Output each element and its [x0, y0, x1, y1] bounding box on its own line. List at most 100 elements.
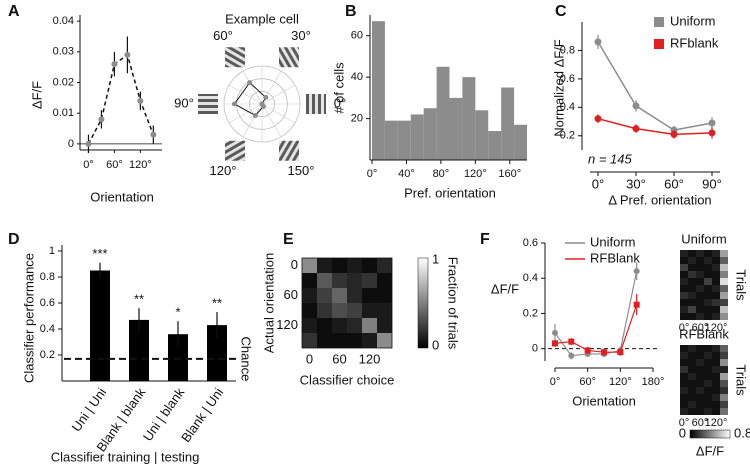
y-tick-label: 120 [276, 317, 298, 332]
y-tick-label: 0.6 [560, 73, 575, 85]
heatmap-cell [302, 303, 317, 318]
heatmap-cell [317, 273, 332, 288]
heatmap-cell [696, 306, 704, 313]
value-label: * [175, 305, 180, 320]
heatmap-cell [680, 313, 688, 320]
colorbar [689, 429, 731, 439]
heatmap-cell [704, 306, 712, 313]
data-point [633, 301, 640, 308]
x-axis-label: Pref. orientation [404, 185, 496, 200]
heatmap-cell [712, 257, 720, 264]
bar [207, 325, 227, 381]
heatmap-cell [720, 299, 728, 306]
heatmap-cell [377, 303, 392, 318]
y-axis-label: Normalized ΔF/F [551, 39, 566, 137]
heatmap-cell [712, 359, 720, 366]
polar-point [231, 101, 237, 107]
heatmap-cell [712, 373, 720, 380]
data-point [584, 347, 591, 354]
polar-point [263, 94, 269, 100]
heatmap-cell [720, 278, 728, 285]
series-line [597, 41, 713, 131]
heatmap-cell [696, 352, 704, 359]
y-tick-label: 0.2 [560, 130, 575, 142]
heatmap-cell [696, 359, 704, 366]
heatmap-cell [720, 313, 728, 320]
heatmap-cell [680, 387, 688, 394]
polar-spoke [261, 103, 296, 124]
heatmap-frame [301, 257, 393, 349]
bar [384, 120, 398, 160]
heatmap-cell [680, 345, 688, 352]
y-tick-label: 0.01 [53, 107, 74, 119]
bar [488, 131, 502, 160]
heatmap-cell [720, 373, 728, 380]
heatmap-cell [377, 273, 392, 288]
x-tick-label: 180° [642, 376, 665, 388]
data-point [568, 352, 575, 359]
heatmap-cell [696, 366, 704, 373]
data-point [632, 102, 640, 110]
heatmap-cell [704, 366, 712, 373]
x-tick-label: 40° [398, 168, 415, 180]
heatmap-cell [680, 366, 688, 373]
data-point [670, 130, 678, 138]
bar [410, 114, 424, 160]
series-line [597, 117, 713, 136]
heatmap-cell [302, 258, 317, 273]
heatmap-tick-label: 120° [705, 322, 728, 334]
heatmap-cell [704, 352, 712, 359]
legend-label: Uniform [590, 234, 636, 249]
heatmap-cell [688, 359, 696, 366]
heatmap-cell [317, 303, 332, 318]
heatmap-title: RFBlank [679, 326, 729, 341]
inset-label: 150° [288, 163, 315, 178]
heatmap-title: Uniform [681, 231, 727, 246]
heatmap-cell [680, 285, 688, 292]
data-point [594, 115, 602, 123]
data-point [632, 125, 640, 133]
heatmap-cell [712, 313, 720, 320]
y-axis-label: # of cells [331, 62, 346, 114]
grating-icon [225, 47, 245, 68]
y-tick-label: 0 [68, 138, 74, 150]
heatmap-cell [688, 250, 696, 257]
heatmap-cell [704, 285, 712, 292]
data-point [568, 338, 575, 345]
x-axis-label: Orientation [572, 393, 636, 408]
colorbar-label: ΔF/F [696, 443, 724, 458]
data-point [594, 38, 602, 46]
colorbar-tick-label: 0 [432, 337, 439, 352]
y-tick-label: 0.8 [40, 271, 55, 283]
heatmap-cell [362, 273, 377, 288]
heatmap-cell [347, 288, 362, 303]
heatmap-cell [680, 250, 688, 257]
heatmap-cell [688, 271, 696, 278]
heatmap-cell [720, 257, 728, 264]
y-tick-label: 0.2 [523, 307, 538, 319]
heatmap-cell [688, 299, 696, 306]
heatmap-cell [680, 401, 688, 408]
y-tick-label: 0.2 [40, 349, 55, 361]
annotation: n = 145 [588, 151, 633, 166]
bar [449, 97, 463, 160]
y-tick-label: 0.4 [40, 323, 55, 335]
heatmap-cell [720, 345, 728, 352]
bar [168, 334, 188, 381]
heatmap-cell [696, 401, 704, 408]
heatmap-cell [362, 333, 377, 348]
inset-title: Example cell [225, 11, 299, 26]
data-point [98, 116, 105, 123]
heatmap-cell [704, 394, 712, 401]
data-point [124, 51, 131, 58]
x-tick-label: 0° [367, 168, 378, 180]
heatmap-cell [696, 278, 704, 285]
heatmap-cell [680, 257, 688, 264]
heatmap-cell [680, 292, 688, 299]
polar-point [247, 80, 253, 86]
heatmap-cell [377, 318, 392, 333]
heatmap-cell [688, 264, 696, 271]
y-tick-label: 60 [284, 287, 298, 302]
x-tick-label: 120° [464, 168, 487, 180]
series-line [554, 271, 638, 357]
